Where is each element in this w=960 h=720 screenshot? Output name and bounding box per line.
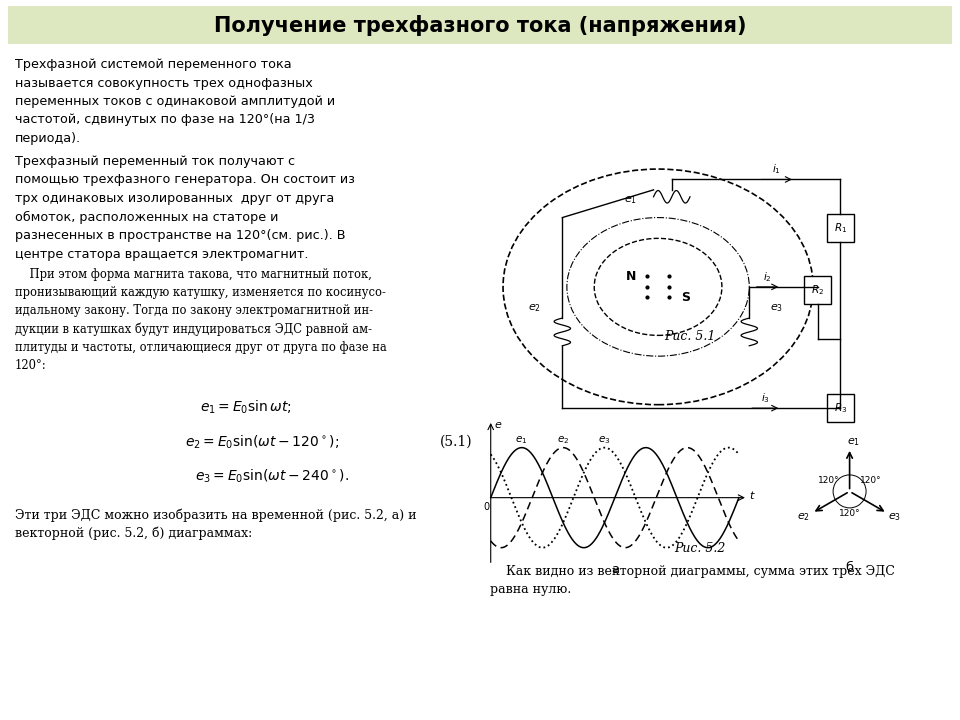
Text: $R_1$: $R_1$ [834, 221, 847, 235]
Text: $R_2$: $R_2$ [811, 284, 825, 297]
Text: $e_3$: $e_3$ [598, 435, 611, 446]
Text: N: N [626, 270, 636, 283]
Text: Эти три ЭДС можно изобразить на временной (рис. 5.2, а) и
векторной (рис. 5.2, б: Эти три ЭДС можно изобразить на временно… [15, 508, 417, 540]
Text: $e$: $e$ [493, 420, 502, 430]
Text: $e_3$: $e_3$ [770, 302, 783, 314]
Text: $e_3$: $e_3$ [888, 511, 901, 523]
Text: Трехфазной системой переменного тока
называется совокупность трех однофазных
пер: Трехфазной системой переменного тока наз… [15, 58, 335, 145]
Text: (5.1): (5.1) [440, 435, 472, 449]
Text: Рис. 5.2: Рис. 5.2 [674, 542, 726, 555]
Text: Как видно из векторной диаграммы, сумма этих трех ЭДС
равна нулю.: Как видно из векторной диаграммы, сумма … [490, 565, 895, 596]
Text: 0: 0 [483, 502, 490, 512]
Text: $e_1$: $e_1$ [847, 436, 859, 448]
FancyBboxPatch shape [804, 276, 831, 304]
Text: $i_2$: $i_2$ [763, 270, 772, 284]
Text: 120°: 120° [859, 476, 881, 485]
Text: При этом форма магнита такова, что магнитный поток,
пронизывающий каждую катушку: При этом форма магнита такова, что магни… [15, 268, 387, 372]
Text: Рис. 5.1: Рис. 5.1 [664, 330, 716, 343]
Text: $e_1$: $e_1$ [515, 435, 527, 446]
Text: $t$: $t$ [749, 489, 756, 501]
Text: $e_1 = E_0 \sin \omega t;$: $e_1 = E_0 \sin \omega t;$ [200, 398, 292, 415]
Text: $e_2 = E_0 \sin(\omega t - 120^\circ);$: $e_2 = E_0 \sin(\omega t - 120^\circ);$ [185, 433, 339, 451]
Text: Получение трехфазного тока (напряжения): Получение трехфазного тока (напряжения) [214, 14, 746, 35]
Text: $e_2$: $e_2$ [528, 302, 541, 314]
Text: $i_3$: $i_3$ [760, 391, 770, 405]
Text: $i_1$: $i_1$ [772, 163, 781, 176]
FancyBboxPatch shape [827, 214, 854, 242]
FancyBboxPatch shape [827, 395, 854, 422]
Text: $R_3$: $R_3$ [834, 401, 847, 415]
Text: а: а [611, 563, 619, 576]
Text: $e_2$: $e_2$ [557, 435, 569, 446]
Text: $e_2$: $e_2$ [797, 511, 810, 523]
Text: S: S [681, 291, 690, 304]
Text: $e_1$: $e_1$ [624, 194, 637, 206]
Text: 120°: 120° [818, 476, 840, 485]
Text: Трехфазный переменный ток получают с
помощью трехфазного генератора. Он состоит : Трехфазный переменный ток получают с пом… [15, 155, 355, 261]
Text: $e_3 = E_0 \sin(\omega t - 240^\circ).$: $e_3 = E_0 \sin(\omega t - 240^\circ).$ [195, 467, 349, 485]
Text: б: б [846, 561, 853, 574]
FancyBboxPatch shape [8, 6, 952, 44]
Text: 120°: 120° [839, 510, 860, 518]
